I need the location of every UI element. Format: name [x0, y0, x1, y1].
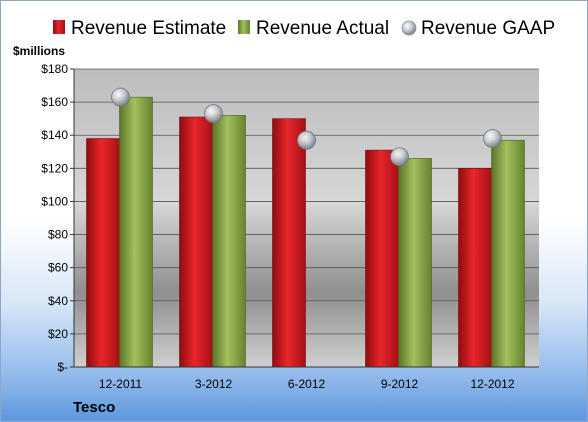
y-tick-label: $60 — [48, 261, 68, 275]
legend-item-gaap: Revenue GAAP — [401, 18, 555, 39]
legend-swatch-actual — [238, 20, 250, 34]
y-tick-label: $120 — [41, 161, 68, 175]
x-tick-label: 12-2012 — [470, 377, 514, 391]
y-tick-label: $160 — [41, 95, 68, 109]
bar-revenue-actual — [212, 115, 246, 368]
marker-revenue-gaap — [297, 130, 316, 150]
bar-revenue-actual — [491, 139, 525, 368]
bars — [86, 96, 525, 368]
bar-revenue-estimate — [86, 138, 120, 368]
legend-label-actual: Revenue Actual — [256, 18, 389, 39]
y-axis-ticks: $- $20 $40 $60 $80 $100 $120 $140 $160 $180 — [41, 62, 539, 374]
marker-revenue-gaap — [111, 87, 130, 107]
x-tick-label: 12-2011 — [99, 377, 142, 391]
x-tick-label: 3-2012 — [195, 377, 233, 391]
bar-revenue-estimate — [272, 118, 306, 368]
y-tick-label: $100 — [41, 194, 68, 208]
legend-item-estimate: Revenue Estimate — [53, 18, 226, 39]
bar-revenue-estimate — [458, 168, 492, 368]
y-tick-label: $80 — [48, 228, 68, 242]
company-name: Tesco — [73, 399, 115, 416]
legend-swatch-gaap — [401, 20, 417, 36]
x-axis-ticks: 12-2011 3-2012 6-2012 9-2012 12-2012 — [99, 377, 515, 391]
legend-label-estimate: Revenue Estimate — [71, 18, 226, 39]
y-tick-label: $40 — [48, 294, 68, 308]
bar-revenue-estimate — [365, 149, 399, 368]
x-tick-label: 6-2012 — [288, 377, 326, 391]
marker-revenue-gaap — [390, 147, 409, 167]
gaap-markers — [111, 87, 502, 167]
bar-revenue-actual — [119, 96, 153, 368]
legend-swatch-estimate — [53, 20, 65, 34]
y-tick-label: $140 — [41, 128, 68, 142]
legend-label-gaap: Revenue GAAP — [421, 18, 555, 39]
x-tick-label: 9-2012 — [381, 377, 419, 391]
bar-revenue-estimate — [179, 116, 213, 368]
marker-revenue-gaap — [204, 104, 223, 124]
y-tick-label: $20 — [48, 327, 68, 341]
y-tick-label: $- — [57, 360, 68, 374]
legend-item-actual: Revenue Actual — [238, 18, 389, 39]
bar-revenue-actual — [398, 158, 432, 368]
legend: Revenue Estimate Revenue Actual Revenue … — [53, 18, 555, 39]
unit-label: $millions — [13, 44, 65, 58]
marker-revenue-gaap — [483, 129, 502, 148]
y-tick-label: $180 — [41, 62, 68, 76]
